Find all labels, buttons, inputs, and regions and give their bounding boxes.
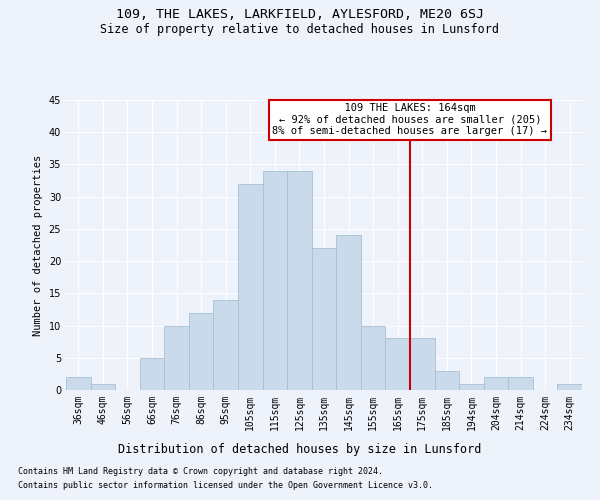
- Bar: [287, 171, 312, 390]
- Bar: [238, 184, 263, 390]
- Text: Contains HM Land Registry data © Crown copyright and database right 2024.: Contains HM Land Registry data © Crown c…: [18, 467, 383, 476]
- Bar: [410, 338, 434, 390]
- Bar: [361, 326, 385, 390]
- Text: Size of property relative to detached houses in Lunsford: Size of property relative to detached ho…: [101, 22, 499, 36]
- Bar: [164, 326, 189, 390]
- Bar: [140, 358, 164, 390]
- Text: 109 THE LAKES: 164sqm  
← 92% of detached houses are smaller (205)
8% of semi-de: 109 THE LAKES: 164sqm ← 92% of detached …: [272, 103, 548, 136]
- Bar: [385, 338, 410, 390]
- Bar: [66, 377, 91, 390]
- Y-axis label: Number of detached properties: Number of detached properties: [33, 154, 43, 336]
- Bar: [336, 236, 361, 390]
- Text: 109, THE LAKES, LARKFIELD, AYLESFORD, ME20 6SJ: 109, THE LAKES, LARKFIELD, AYLESFORD, ME…: [116, 8, 484, 20]
- Text: Contains public sector information licensed under the Open Government Licence v3: Contains public sector information licen…: [18, 481, 433, 490]
- Bar: [214, 300, 238, 390]
- Bar: [459, 384, 484, 390]
- Bar: [484, 377, 508, 390]
- Bar: [189, 312, 214, 390]
- Bar: [557, 384, 582, 390]
- Bar: [434, 370, 459, 390]
- Bar: [312, 248, 336, 390]
- Bar: [508, 377, 533, 390]
- Text: Distribution of detached houses by size in Lunsford: Distribution of detached houses by size …: [118, 442, 482, 456]
- Bar: [263, 171, 287, 390]
- Bar: [91, 384, 115, 390]
